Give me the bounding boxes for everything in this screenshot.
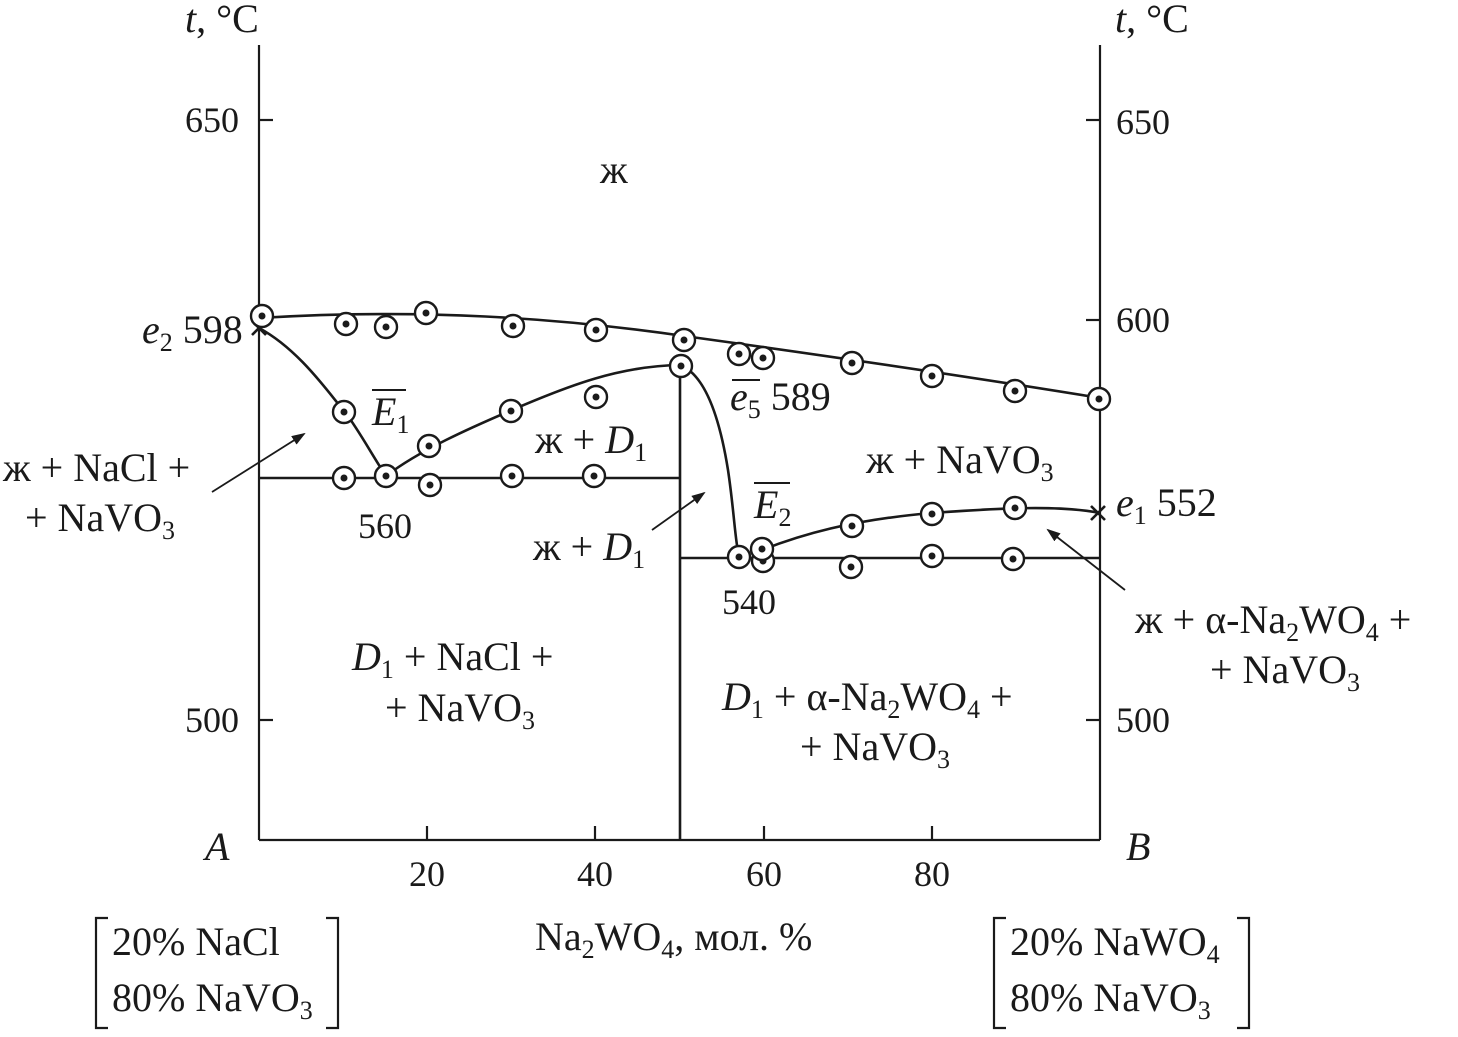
- left-arrow-label-line2: + NaVO3: [25, 495, 175, 545]
- right-composition-line1: 20% NaWO4: [1010, 919, 1220, 969]
- left-composition-bracket-open: [94, 916, 108, 1030]
- data-points: [249, 300, 1112, 580]
- data-point: [498, 398, 524, 424]
- liquid-region-label: ж: [599, 147, 628, 192]
- data-point: [726, 341, 752, 367]
- data-point: [581, 463, 607, 489]
- data-point: [671, 327, 697, 353]
- middle-region-arrow: [651, 491, 706, 531]
- left-composition-line2: 80% NaVO3: [112, 975, 313, 1025]
- corner-b-label: B: [1126, 824, 1150, 869]
- data-point: [417, 472, 443, 498]
- middle-arrow-label: ж + D1: [532, 524, 645, 574]
- x-axis-label: Na2WO4, мол. %: [535, 914, 812, 964]
- right-composition-bracket-close: [1237, 916, 1251, 1030]
- data-point: [583, 384, 609, 410]
- e5-label: e5 589: [730, 374, 831, 424]
- left-arrow-label-line1: ж + NaCl +: [2, 445, 190, 490]
- data-point: [583, 317, 609, 343]
- y-tick-label: 600: [1116, 300, 1170, 340]
- t560-label: 560: [358, 506, 412, 546]
- right-axis-title: t, °C: [1115, 0, 1189, 41]
- data-point: [249, 303, 275, 329]
- data-point: [416, 433, 442, 459]
- x-tick-label: 60: [746, 854, 782, 894]
- data-point: [839, 513, 865, 539]
- left-axis-title: t, °C: [185, 0, 259, 41]
- E1-label: E1: [371, 389, 409, 439]
- data-point: [373, 463, 399, 489]
- data-point: [331, 465, 357, 491]
- y-tick-label: 500: [1116, 700, 1170, 740]
- bottom-left-region-line1: D1 + NaCl +: [351, 634, 553, 684]
- data-point: [839, 350, 865, 376]
- data-point: [413, 300, 439, 326]
- right-region-arrow: [1046, 528, 1126, 591]
- data-point: [331, 399, 357, 425]
- bottom-left-region-line2: + NaVO3: [385, 685, 535, 735]
- right-composition-line2: 80% NaVO3: [1010, 975, 1211, 1025]
- y-tick-label: 500: [185, 700, 239, 740]
- left-composition-bracket-close: [326, 916, 340, 1030]
- peak-to-E2-curve: [679, 363, 741, 558]
- liquid-d1-upper-label: ж + D1: [534, 417, 647, 467]
- E2-label: E2: [753, 482, 791, 532]
- data-point: [500, 313, 526, 339]
- data-point: [838, 554, 864, 580]
- data-point: [1002, 495, 1028, 521]
- data-point: [499, 463, 525, 489]
- right-arrow-label-line1: ж + α-Na2WO4 +: [1134, 597, 1411, 647]
- y-tick-label: 650: [1116, 102, 1170, 142]
- y-tick-label: 650: [185, 100, 239, 140]
- t540-label: 540: [722, 582, 776, 622]
- data-point: [750, 345, 776, 371]
- corner-a-label: A: [202, 824, 230, 869]
- x-tick-label: 80: [914, 854, 950, 894]
- right-composition-bracket-open: [992, 916, 1006, 1030]
- bottom-right-region-line1: D1 + α-Na2WO4 +: [721, 674, 1013, 724]
- e1-label: e1 552: [1116, 480, 1217, 530]
- right-arrow-label-line2: + NaVO3: [1210, 647, 1360, 697]
- data-point: [373, 314, 399, 340]
- left-region-arrow: [211, 432, 306, 493]
- liquid-navo3-label: ж + NaVO3: [865, 437, 1054, 487]
- e1-cross-marker: [1090, 505, 1106, 521]
- data-point: [668, 353, 694, 379]
- data-point: [919, 501, 945, 527]
- data-point: [1000, 546, 1026, 572]
- data-point: [919, 543, 945, 569]
- x-tick-label: 20: [409, 854, 445, 894]
- e2-to-E1-curve: [258, 326, 388, 477]
- data-point: [1002, 378, 1028, 404]
- bottom-right-region-line2: + NaVO3: [800, 724, 950, 774]
- left-composition-line1: 20% NaCl: [112, 919, 280, 964]
- data-point: [919, 363, 945, 389]
- data-point: [333, 311, 359, 337]
- data-point: [749, 536, 775, 562]
- e2-label: e2 598: [142, 307, 243, 357]
- x-tick-label: 40: [577, 854, 613, 894]
- data-point: [1086, 386, 1112, 412]
- data-point: [726, 544, 752, 570]
